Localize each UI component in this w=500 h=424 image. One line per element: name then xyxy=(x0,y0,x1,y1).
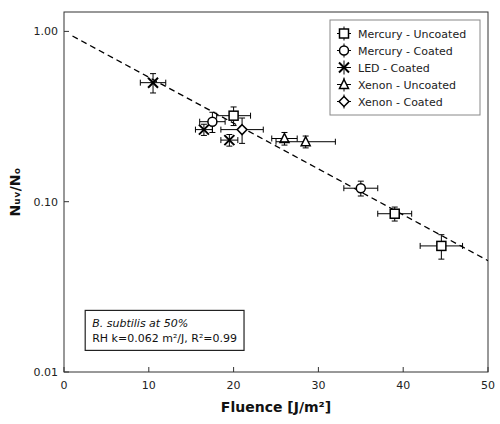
legend-marker xyxy=(339,97,349,107)
legend-label: Xenon - Uncoated xyxy=(358,79,456,92)
legend-label: Mercury - Coated xyxy=(358,45,453,58)
y-axis-label: Nᵤᵥ/Nₒ xyxy=(7,167,23,216)
point xyxy=(390,209,399,218)
legend-error-sample xyxy=(337,95,351,109)
plot-frame xyxy=(64,12,488,372)
x-tick xyxy=(64,367,65,372)
legend-error-sample xyxy=(337,78,351,92)
annotation-box xyxy=(85,310,244,350)
x-tick-label: 20 xyxy=(227,379,241,392)
x-tick xyxy=(403,367,404,372)
x-tick-label: 50 xyxy=(481,379,495,392)
point xyxy=(224,135,234,145)
legend-label: LED - Coated xyxy=(358,62,430,75)
annotation: B. subtilis at 50% RH k=0.062 m²/J, R²=0.… xyxy=(85,310,244,350)
y-tick xyxy=(64,31,69,32)
y-tick-label: 1.00 xyxy=(34,25,59,38)
point xyxy=(437,241,446,250)
point xyxy=(199,125,209,135)
x-tick-label: 30 xyxy=(311,379,325,392)
legend-marker xyxy=(340,29,349,38)
legend-label: Mercury - Uncoated xyxy=(358,28,466,41)
point xyxy=(301,137,310,146)
x-tick xyxy=(148,367,149,372)
legend-error-sample xyxy=(337,44,351,58)
legend-box xyxy=(330,20,480,115)
plot-data xyxy=(72,36,488,261)
legend-marker xyxy=(340,46,349,55)
x-tick xyxy=(233,367,234,372)
x-axis-label: Fluence [J/m²] xyxy=(221,399,331,415)
legend-error-sample xyxy=(337,61,351,75)
point xyxy=(208,117,217,126)
point xyxy=(280,134,289,143)
point xyxy=(237,125,247,135)
annotation-text: RH k=0.062 m²/J, R²=0.99 xyxy=(92,332,237,345)
fit-line xyxy=(72,36,488,261)
y-tick xyxy=(64,372,69,373)
point xyxy=(148,78,158,88)
legend-marker xyxy=(340,80,349,89)
point xyxy=(229,111,238,120)
chart: 0 10 20 30 40 50 0.01 0.10 1.00 Fluence [J/m²] Nᵤᵥ… xyxy=(0,0,500,424)
x-tick-label: 40 xyxy=(396,379,410,392)
x-tick-label: 10 xyxy=(142,379,156,392)
y-tick xyxy=(64,201,69,202)
legend: Mercury - Uncoated Mercury - Coated LED - … xyxy=(330,20,480,115)
legend-label: Xenon - Coated xyxy=(358,96,443,109)
point xyxy=(356,184,365,193)
x-tick xyxy=(488,367,489,372)
legend-error-sample xyxy=(337,27,351,41)
y-tick-label: 0.01 xyxy=(34,366,59,379)
x-tick xyxy=(318,367,319,372)
x-tick-label: 0 xyxy=(61,379,68,392)
legend-marker xyxy=(339,63,349,73)
y-tick-label: 0.10 xyxy=(34,196,59,209)
annotation-text: B. subtilis at 50% xyxy=(92,317,188,330)
